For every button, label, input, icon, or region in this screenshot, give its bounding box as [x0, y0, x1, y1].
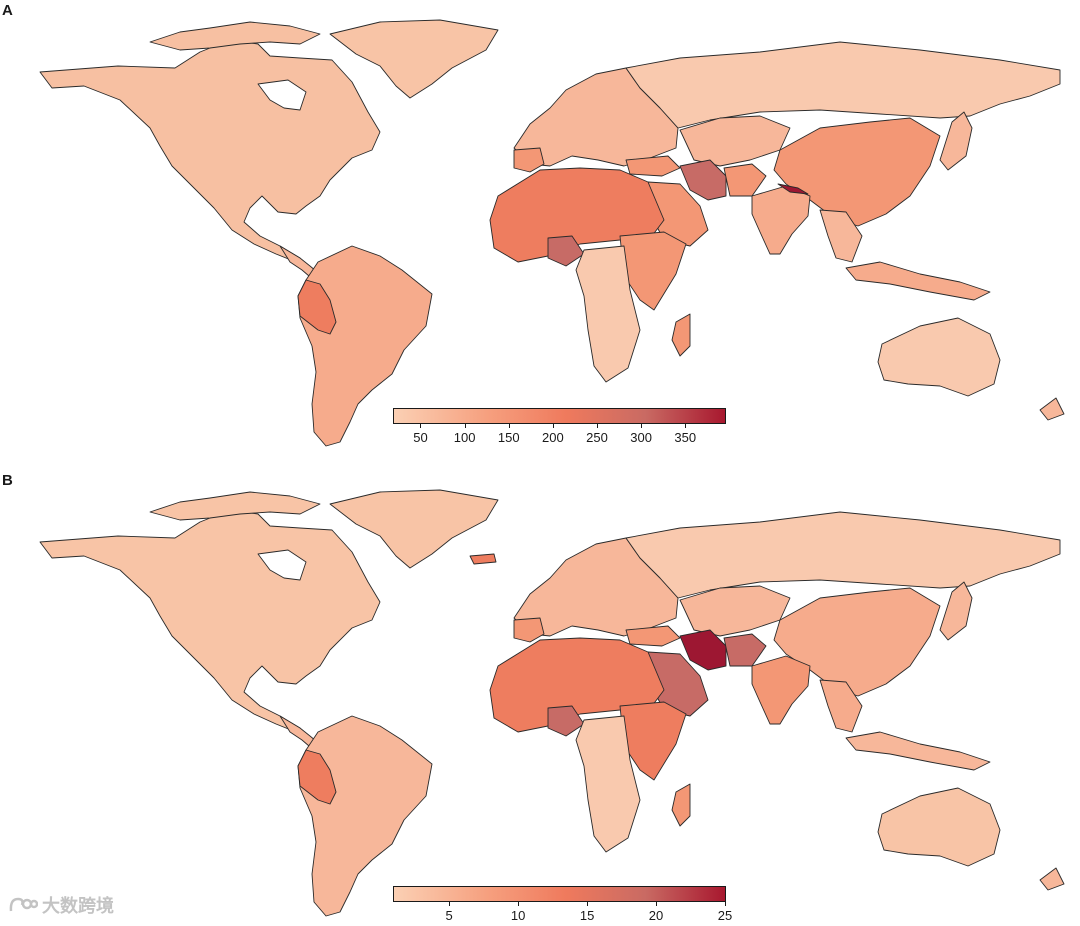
region-madagascar	[671, 783, 691, 827]
region-afghanistan	[723, 633, 767, 667]
region-australia	[877, 317, 1001, 397]
legend-tick-a	[552, 423, 554, 428]
region-australia	[877, 787, 1001, 867]
region-peru	[297, 749, 337, 805]
legend-tick-b	[725, 901, 726, 906]
legend-a: 50 100 150 200 250 300 350	[393, 408, 726, 448]
world-map-a	[39, 19, 1065, 447]
region-russia	[625, 41, 1061, 129]
region-new-zealand	[1039, 397, 1065, 421]
region-iberia	[513, 617, 545, 643]
region-madagascar	[671, 313, 691, 357]
legend-tick-label-b: 20	[648, 908, 664, 923]
region-south-america	[297, 715, 433, 917]
legend-tick-b	[587, 901, 589, 906]
region-greenland	[329, 19, 499, 99]
legend-tick-a	[685, 423, 687, 428]
region-india	[751, 185, 811, 255]
region-afghanistan	[723, 163, 767, 197]
legend-tick-label-a: 250	[586, 430, 608, 445]
region-arctic-islands	[149, 21, 321, 51]
legend-tick-label-a: 50	[413, 430, 428, 445]
region-new-zealand	[1039, 867, 1065, 891]
region-china	[773, 587, 941, 697]
region-india	[751, 655, 811, 725]
legend-tick-a	[641, 423, 643, 428]
region-southeast-asia	[819, 679, 863, 733]
legend-tick-label-b: 5	[445, 908, 453, 923]
region-hudson-bay	[257, 79, 307, 111]
legend-tick-label-a: 200	[542, 430, 564, 445]
region-turkey	[625, 155, 681, 177]
region-indonesia	[845, 261, 991, 301]
region-japan	[939, 581, 973, 641]
logo-icon	[9, 897, 38, 912]
legend-colorbar-b	[393, 886, 726, 902]
legend-tick-label-a: 150	[497, 430, 520, 445]
legend-tick-a	[508, 423, 510, 428]
region-iran	[679, 629, 727, 671]
region-north-america	[39, 509, 381, 733]
legend-tick-label-b: 25	[717, 908, 733, 923]
legend-tick-label-a: 100	[453, 430, 476, 445]
panel-label-b: B	[2, 472, 13, 489]
region-central-africa	[575, 715, 641, 853]
region-turkey	[625, 625, 681, 647]
region-indonesia	[845, 731, 991, 771]
legend-tick-a	[420, 423, 422, 428]
world-map-b	[39, 489, 1065, 917]
legend-tick-label-b: 10	[510, 908, 526, 923]
region-iceland	[469, 553, 497, 565]
region-north-america	[39, 39, 381, 263]
legend-tick-b	[656, 901, 658, 906]
region-iberia	[513, 147, 545, 173]
legend-colorbar-a	[393, 408, 726, 424]
region-japan	[939, 111, 973, 171]
region-hudson-bay	[257, 549, 307, 581]
region-nepal	[777, 183, 809, 195]
legend-tick-label-a: 300	[630, 430, 652, 445]
watermark-text: 大数跨境	[42, 896, 114, 916]
region-iran	[679, 159, 727, 201]
region-south-america	[297, 245, 433, 447]
region-russia	[625, 511, 1061, 599]
legend-tick-a	[597, 423, 598, 428]
region-arctic-islands	[149, 491, 321, 521]
region-central-africa	[575, 245, 641, 383]
panel-a: A 50 100 150 200 250 300 350	[0, 0, 1080, 462]
region-peru	[297, 279, 337, 335]
region-nigeria	[547, 705, 585, 737]
region-southeast-asia	[819, 209, 863, 263]
panel-b: B 5 10 15 20 25	[0, 470, 1080, 926]
legend-tick-label-a: 350	[674, 430, 697, 445]
legend-tick-a	[464, 423, 466, 428]
region-nigeria	[547, 235, 585, 267]
region-greenland	[329, 489, 499, 569]
legend-tick-b	[449, 901, 451, 906]
legend-b: 5 10 15 20 25	[393, 886, 732, 926]
legend-tick-b	[518, 901, 520, 906]
panel-label-a: A	[2, 2, 13, 19]
legend-tick-label-b: 15	[579, 908, 595, 923]
watermark: 大数跨境	[8, 892, 114, 918]
